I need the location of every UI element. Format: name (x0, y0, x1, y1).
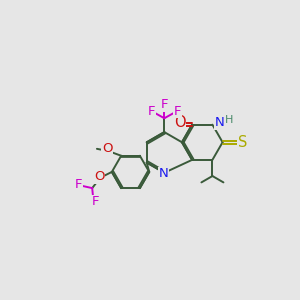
Text: H: H (224, 115, 233, 125)
Text: N: N (215, 116, 225, 129)
Text: O: O (94, 170, 104, 183)
Text: F: F (160, 98, 168, 111)
Text: F: F (75, 178, 82, 191)
Text: N: N (158, 167, 168, 180)
Text: F: F (174, 105, 181, 118)
Text: O: O (174, 115, 186, 130)
Text: O: O (102, 142, 112, 155)
Text: F: F (92, 196, 99, 208)
Text: S: S (238, 135, 248, 150)
Text: F: F (147, 105, 155, 118)
